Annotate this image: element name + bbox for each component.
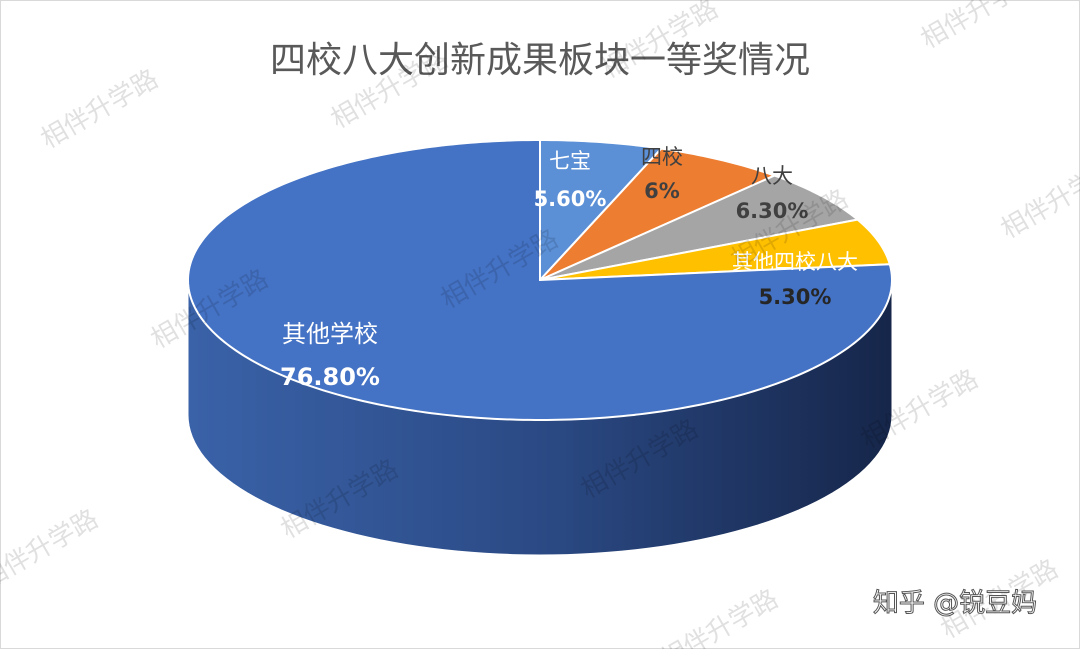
data-label-name: 七宝 — [549, 149, 591, 173]
credit: 知乎 @锐豆妈 — [873, 589, 1037, 619]
data-label-value: 76.80% — [280, 363, 380, 391]
slice — [539, 218, 892, 281]
data-label-name: 八大 — [751, 164, 793, 188]
data-label-value: 6% — [644, 179, 680, 203]
data-label-name: 四校 — [641, 145, 683, 169]
slice — [539, 138, 664, 283]
chart-title: 四校八大创新成果板块一等奖情况 — [270, 40, 810, 81]
data-label-value: 5.30% — [759, 285, 832, 309]
data-label-value: 5.60% — [534, 187, 607, 211]
data-label-name: 其他四校八大 — [732, 250, 858, 274]
data-label-name: 其他学校 — [282, 320, 378, 348]
slice — [539, 174, 860, 281]
slice — [539, 147, 778, 281]
data-label-value: 6.30% — [736, 199, 809, 223]
slice — [187, 138, 893, 421]
